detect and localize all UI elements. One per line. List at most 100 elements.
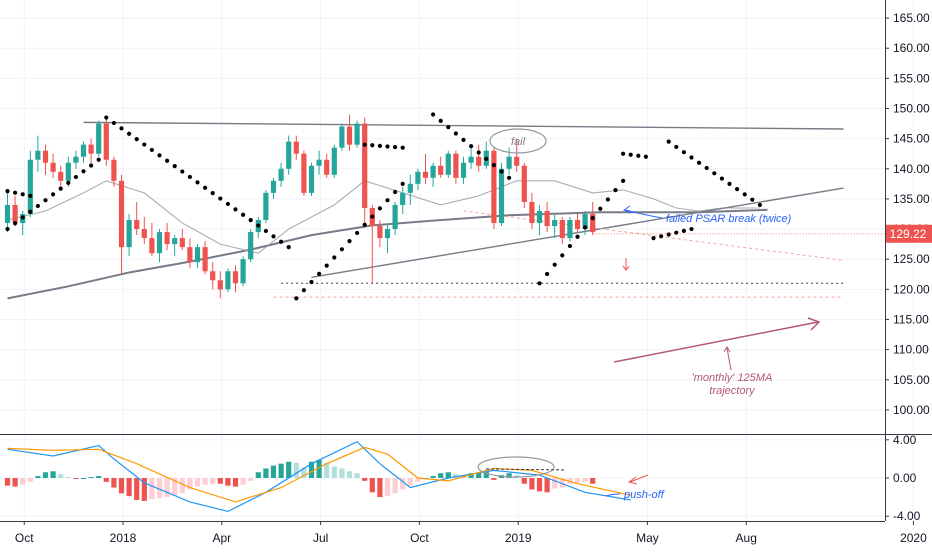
macd-histogram-bar bbox=[552, 478, 558, 489]
candle bbox=[377, 220, 383, 248]
psar-dot bbox=[51, 192, 56, 197]
psar-dot bbox=[195, 180, 200, 185]
psar-dot bbox=[165, 158, 170, 163]
candle-body bbox=[476, 156, 482, 166]
macd-histogram-bar bbox=[278, 463, 284, 478]
macd-tick-label: -4.00 bbox=[893, 509, 921, 523]
candle-body bbox=[514, 156, 520, 166]
macd-histogram-bar bbox=[407, 478, 413, 486]
macd-histogram-bar bbox=[346, 471, 353, 478]
price-tick-label: 105.00 bbox=[893, 373, 930, 387]
candle-body bbox=[354, 123, 360, 145]
candle bbox=[96, 120, 102, 157]
price-tick-label: 155.00 bbox=[893, 71, 930, 85]
macd-histogram-bar bbox=[80, 478, 87, 479]
candle-body bbox=[263, 192, 269, 221]
price-tick-label: 140.00 bbox=[893, 162, 930, 176]
candle-body bbox=[407, 183, 413, 193]
candle bbox=[50, 153, 56, 178]
macd-histogram-bar bbox=[35, 476, 41, 478]
psar-dot bbox=[491, 163, 496, 168]
psar-dot bbox=[28, 193, 33, 199]
psar-dot bbox=[659, 234, 664, 239]
candle-body bbox=[453, 153, 459, 178]
psar-dot bbox=[377, 143, 382, 148]
sma-long-line bbox=[7, 208, 768, 300]
candle bbox=[574, 213, 581, 233]
psar-dot bbox=[605, 197, 611, 202]
psar-dot bbox=[689, 155, 694, 160]
macd-histogram-bar bbox=[476, 472, 482, 478]
psar-dot bbox=[256, 223, 261, 228]
candle bbox=[324, 153, 330, 178]
psar-dot bbox=[324, 263, 329, 268]
psar-break-label: failed PSAR break (twice) bbox=[666, 213, 792, 225]
candle-body bbox=[491, 150, 497, 224]
macd-histogram-bar bbox=[12, 478, 18, 487]
candle bbox=[88, 138, 94, 163]
candle-body bbox=[270, 180, 277, 193]
candle-body bbox=[582, 213, 588, 230]
macd-histogram-bar bbox=[42, 472, 49, 478]
push-off-arrow bbox=[605, 493, 621, 497]
macd-red-arrow bbox=[629, 474, 649, 483]
current-price-label: 129.22 bbox=[890, 227, 927, 241]
psar-dot bbox=[339, 247, 344, 252]
candle bbox=[438, 156, 444, 178]
macd-histogram-bar bbox=[202, 478, 208, 485]
candle bbox=[559, 217, 565, 245]
macd-histogram-bar bbox=[27, 478, 33, 482]
psar-dot bbox=[712, 171, 717, 176]
time-tick-label: 2020 bbox=[900, 531, 927, 545]
psar-dot bbox=[621, 178, 626, 183]
candle-body bbox=[316, 159, 322, 166]
macd-histogram-bar bbox=[134, 478, 140, 500]
candle-body bbox=[240, 259, 246, 284]
candle-body bbox=[4, 204, 11, 224]
candle-body bbox=[156, 232, 163, 254]
candle-body bbox=[384, 229, 391, 239]
psar-dot bbox=[476, 150, 481, 155]
sma-trajectory-label-2: trajectory bbox=[709, 385, 756, 397]
trendline bbox=[311, 187, 844, 278]
candle bbox=[73, 150, 79, 169]
macd-histogram-bar bbox=[255, 472, 261, 478]
macd-histogram-bar bbox=[430, 476, 436, 478]
candle-body bbox=[521, 165, 527, 202]
macd-fail-ellipse bbox=[477, 456, 555, 478]
candle-body bbox=[392, 204, 398, 230]
candle bbox=[12, 195, 18, 227]
candle bbox=[156, 229, 163, 263]
psar-dot bbox=[355, 230, 360, 236]
psar-dot bbox=[613, 188, 618, 193]
trajectory-pointer bbox=[726, 347, 732, 371]
macd-histogram-bar bbox=[96, 476, 102, 478]
macd-histogram-bar bbox=[506, 473, 512, 478]
psar-dot bbox=[537, 281, 542, 286]
candle-body bbox=[559, 220, 565, 239]
candle bbox=[514, 138, 520, 172]
candle bbox=[422, 153, 429, 184]
macd-histogram-bar bbox=[331, 466, 337, 478]
psar-dot bbox=[5, 226, 10, 232]
macd-histogram-bar bbox=[559, 478, 565, 488]
candle bbox=[80, 141, 87, 163]
candle bbox=[187, 238, 193, 269]
candle bbox=[331, 144, 337, 178]
psar-dot bbox=[134, 137, 139, 142]
macd-histogram-bar bbox=[73, 478, 79, 479]
macd-line bbox=[7, 440, 631, 513]
macd-histogram-bar bbox=[574, 478, 581, 483]
candle-body bbox=[172, 238, 178, 245]
candle-body bbox=[552, 220, 558, 227]
psar-dot bbox=[362, 142, 367, 147]
macd-histogram-bar bbox=[445, 472, 451, 478]
candle-body bbox=[331, 147, 337, 175]
candle bbox=[103, 117, 109, 166]
candle bbox=[35, 135, 41, 172]
psar-dot bbox=[651, 235, 656, 241]
macd-histogram-bar bbox=[232, 478, 239, 487]
candle-body bbox=[164, 232, 170, 245]
price-tick-label: 110.00 bbox=[893, 343, 929, 357]
